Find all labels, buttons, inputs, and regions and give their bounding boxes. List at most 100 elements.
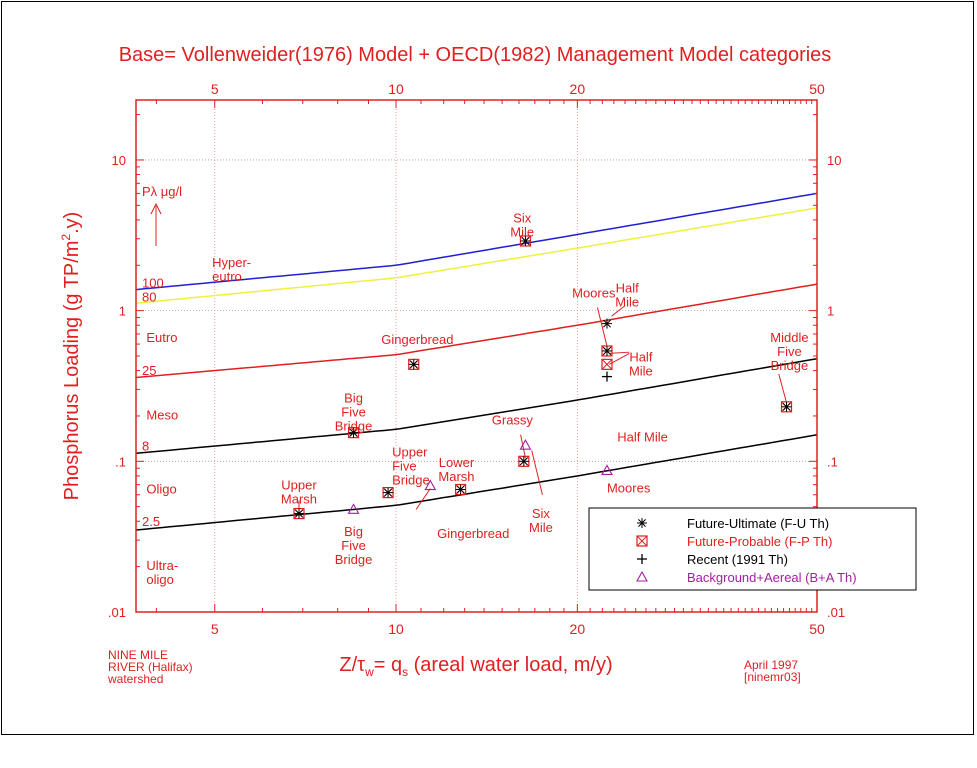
triangle-outline bbox=[601, 464, 613, 475]
point-label-line: Mile bbox=[510, 224, 534, 239]
point-label-line: Moores bbox=[572, 286, 616, 301]
asterisk-stroke bbox=[521, 237, 530, 245]
curve-p-25 bbox=[135, 283, 818, 379]
asterisk-stroke bbox=[638, 519, 646, 527]
point-label-line: Mile bbox=[529, 520, 553, 535]
curve-label: 25 bbox=[142, 363, 156, 378]
y-axis-label: Phosphorus Loading (g TP/m2.y) bbox=[59, 212, 83, 501]
box-outline bbox=[601, 358, 613, 370]
leader-line bbox=[778, 373, 788, 403]
category-label-line: Eutro bbox=[146, 330, 177, 345]
y-tick-label-left: .01 bbox=[108, 605, 126, 620]
leader-line bbox=[596, 307, 608, 347]
leader-line bbox=[609, 352, 630, 365]
marker-asterisk bbox=[520, 235, 531, 246]
point-label-line: Upper bbox=[392, 444, 428, 459]
footer-date-note: April 1997[ninemr03] bbox=[744, 658, 801, 684]
legend-label: Future-Ultimate (F-U Th) bbox=[687, 516, 829, 531]
point-label: Moores bbox=[607, 481, 651, 496]
category-label-line: Ultra- bbox=[146, 558, 178, 573]
x-axis-label-z: Z/ bbox=[339, 654, 357, 676]
leader-line bbox=[611, 305, 626, 317]
point-label-line: Grassy bbox=[492, 413, 534, 428]
footer-right-line: [ninemr03] bbox=[744, 670, 801, 684]
point-label-line: Gingerbread bbox=[437, 526, 509, 541]
marker-triangle bbox=[601, 464, 613, 475]
x-tick-label-bottom: 20 bbox=[570, 621, 586, 637]
marker-boxx bbox=[601, 358, 613, 370]
y-tick-label-left: 10 bbox=[112, 153, 126, 168]
category-label: Ultra-oligo bbox=[146, 558, 178, 587]
point-label-line: Half bbox=[629, 349, 653, 364]
asterisk-stroke bbox=[295, 509, 303, 518]
category-label-line: eutro bbox=[212, 269, 242, 284]
point-label-line: Bridge bbox=[335, 419, 373, 434]
p-lambda-indicator: Pλ μg/l bbox=[142, 184, 182, 246]
marker-asterisk bbox=[601, 318, 612, 329]
point-label-line: Mile bbox=[615, 294, 639, 309]
legend-marker-plus bbox=[637, 554, 647, 564]
y-tick-label-right: .1 bbox=[827, 454, 838, 469]
footer-left-line: NINE MILE bbox=[108, 648, 168, 662]
category-label-line: oligo bbox=[146, 572, 173, 587]
category-label: Meso bbox=[146, 407, 178, 422]
marker-asterisk bbox=[348, 427, 359, 438]
legend-label: Future-Probable (F-P Th) bbox=[687, 534, 832, 549]
point-label-line: Lower bbox=[439, 455, 475, 470]
triangle-outline bbox=[347, 503, 360, 514]
legend-item: Future-Probable (F-P Th) bbox=[636, 534, 832, 549]
x-axis-label-tau: τ bbox=[357, 654, 365, 676]
curve-label: 2.5 bbox=[142, 514, 160, 529]
footer-right-line: April 1997 bbox=[744, 658, 798, 672]
leader-line bbox=[531, 450, 543, 495]
marker-triangle bbox=[424, 479, 437, 491]
y-axis-label-sup: 2 bbox=[59, 234, 73, 241]
x-tick-label-bottom: 10 bbox=[388, 621, 404, 637]
point-label-line: Bridge bbox=[392, 472, 430, 487]
curve-p-80 bbox=[135, 207, 818, 304]
curve-p-100 bbox=[135, 192, 818, 291]
y-axis-label-main: Phosphorus Loading (g TP/m bbox=[61, 241, 83, 501]
y-tick-label-right: 10 bbox=[827, 153, 841, 168]
x-tick-label-top: 5 bbox=[211, 81, 219, 97]
curve-p-2_5 bbox=[135, 434, 818, 531]
legend: Future-Ultimate (F-U Th) Future-Probable … bbox=[588, 507, 917, 591]
point-label-line: Marsh bbox=[438, 469, 474, 484]
point-label-line: Five bbox=[341, 538, 366, 553]
asterisk-stroke bbox=[409, 360, 418, 369]
marker-triangle bbox=[347, 503, 360, 514]
figure-frame bbox=[1, 1, 974, 735]
point-label: Grassy bbox=[492, 413, 534, 428]
x-axis-label: Z/τw= qs (areal water load, m/y) bbox=[339, 654, 612, 679]
point-label-line: Moores bbox=[607, 481, 651, 496]
category-labels: Hyper-eutro Eutro Meso Oligo Ultra-oligo bbox=[146, 255, 251, 587]
x-tick-label-top: 20 bbox=[570, 81, 586, 97]
marker-asterisk bbox=[518, 456, 529, 467]
box-outline bbox=[636, 535, 648, 547]
x-axis-label-s: s bbox=[402, 665, 408, 679]
category-label: Hyper-eutro bbox=[212, 255, 251, 284]
curve-label: 100 bbox=[142, 275, 164, 290]
triangle-outline bbox=[636, 570, 648, 582]
y-tick-label-right: .01 bbox=[827, 605, 845, 620]
curve-p-8 bbox=[135, 357, 818, 455]
legend-label: Background+Aereal (B+A Th) bbox=[687, 570, 857, 585]
legend-label: Recent (1991 Th) bbox=[687, 552, 788, 567]
point-label-line: Five bbox=[777, 344, 802, 359]
category-label-line: Meso bbox=[146, 407, 178, 422]
point-label-line: Six bbox=[532, 506, 551, 521]
marker-plus bbox=[601, 371, 612, 382]
point-label-line: Half Mile bbox=[617, 430, 668, 445]
legend-item: Future-Ultimate (F-U Th) bbox=[637, 516, 829, 531]
marker-triangle bbox=[519, 439, 532, 450]
